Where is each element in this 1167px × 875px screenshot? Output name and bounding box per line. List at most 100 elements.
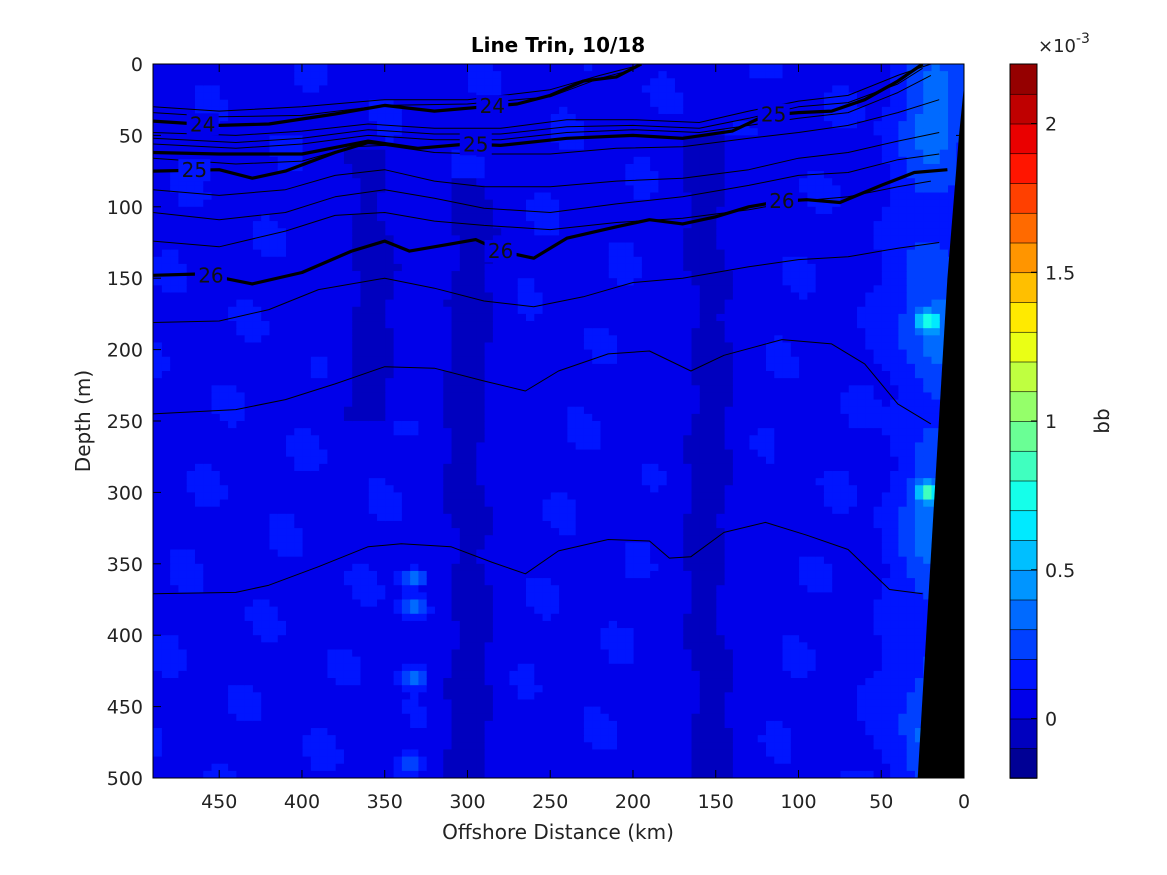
field-cell xyxy=(881,335,891,344)
field-cell xyxy=(823,64,833,72)
field-cell xyxy=(815,699,824,708)
field-cell xyxy=(608,306,618,315)
field-cell xyxy=(765,435,775,444)
field-cell xyxy=(682,649,692,658)
field-cell xyxy=(657,506,667,515)
field-cell xyxy=(848,763,858,772)
field-cell xyxy=(724,492,733,501)
field-cell xyxy=(682,635,692,643)
field-cell xyxy=(724,699,733,708)
field-cell xyxy=(583,185,593,194)
field-cell xyxy=(823,385,833,394)
field-cell xyxy=(740,656,750,665)
field-cell xyxy=(939,199,949,208)
field-cell xyxy=(649,413,659,422)
field-cell xyxy=(707,635,717,643)
field-cell xyxy=(740,213,750,222)
field-cell xyxy=(674,556,684,565)
field-cell xyxy=(649,656,659,665)
field-cell xyxy=(773,556,783,565)
field-cell xyxy=(906,528,915,536)
field-cell xyxy=(781,599,791,608)
field-cell xyxy=(740,256,750,265)
field-cell xyxy=(773,478,783,486)
field-cell xyxy=(889,249,899,258)
field-cell xyxy=(583,506,593,515)
field-cell xyxy=(715,85,725,94)
field-cell xyxy=(806,292,816,301)
field-cell xyxy=(641,635,651,643)
field-cell xyxy=(724,363,733,372)
field-cell xyxy=(682,171,692,179)
field-cell xyxy=(558,92,568,101)
field-cell xyxy=(566,470,576,479)
field-cell xyxy=(740,692,750,701)
field-cell xyxy=(550,692,560,701)
field-cell xyxy=(583,156,593,165)
field-cell xyxy=(781,235,791,244)
field-cell xyxy=(757,563,766,572)
field-cell xyxy=(831,328,841,336)
field-cell xyxy=(856,599,866,608)
field-cell xyxy=(591,285,601,294)
field-cell xyxy=(914,399,924,408)
field-cell xyxy=(748,485,758,493)
field-cell xyxy=(591,378,601,386)
field-cell xyxy=(831,78,841,87)
field-cell xyxy=(914,335,924,344)
field-cell xyxy=(599,485,609,493)
field-cell xyxy=(657,263,667,272)
field-cell xyxy=(922,292,932,301)
field-cell xyxy=(914,85,924,94)
field-cell xyxy=(575,706,584,715)
field-cell xyxy=(707,756,717,765)
field-cell xyxy=(798,570,808,579)
field-cell xyxy=(641,663,651,672)
field-cell xyxy=(823,292,833,301)
field-cell xyxy=(732,371,742,379)
field-cell xyxy=(947,206,957,215)
field-cell xyxy=(773,635,783,643)
field-cell xyxy=(682,271,692,279)
field-cell xyxy=(773,599,783,608)
field-cell xyxy=(765,456,775,465)
field-cell xyxy=(666,570,675,579)
field-cell xyxy=(864,663,874,672)
field-cell xyxy=(616,699,626,708)
field-cell xyxy=(674,628,684,636)
field-cell xyxy=(806,335,816,344)
field-cell xyxy=(575,92,584,101)
field-cell xyxy=(748,142,758,151)
field-cell xyxy=(674,570,684,579)
field-cell xyxy=(790,656,800,665)
field-cell xyxy=(765,449,775,458)
field-cell xyxy=(748,349,758,358)
field-cell xyxy=(798,528,808,536)
field-cell xyxy=(624,699,634,708)
field-cell xyxy=(790,371,800,379)
field-cell xyxy=(939,242,949,251)
field-cell xyxy=(649,113,659,122)
field-cell xyxy=(914,342,924,351)
field-cell xyxy=(550,535,560,543)
field-cell xyxy=(674,349,684,358)
field-cell xyxy=(740,649,750,658)
field-cell xyxy=(781,606,791,615)
field-cell xyxy=(566,520,576,529)
field-cell xyxy=(906,92,915,101)
field-cell xyxy=(724,78,733,87)
field-cell xyxy=(872,99,882,108)
field-cell xyxy=(872,249,882,258)
field-cell xyxy=(798,470,808,479)
field-cell xyxy=(732,78,742,87)
field-cell xyxy=(632,635,642,643)
field-cell xyxy=(831,406,841,415)
field-cell xyxy=(831,221,841,229)
field-cell xyxy=(806,435,816,444)
field-cell xyxy=(666,156,675,165)
field-cell xyxy=(848,578,858,586)
field-cell xyxy=(864,606,874,615)
field-cell xyxy=(939,171,949,179)
field-cell xyxy=(550,463,560,472)
field-cell xyxy=(765,256,775,265)
